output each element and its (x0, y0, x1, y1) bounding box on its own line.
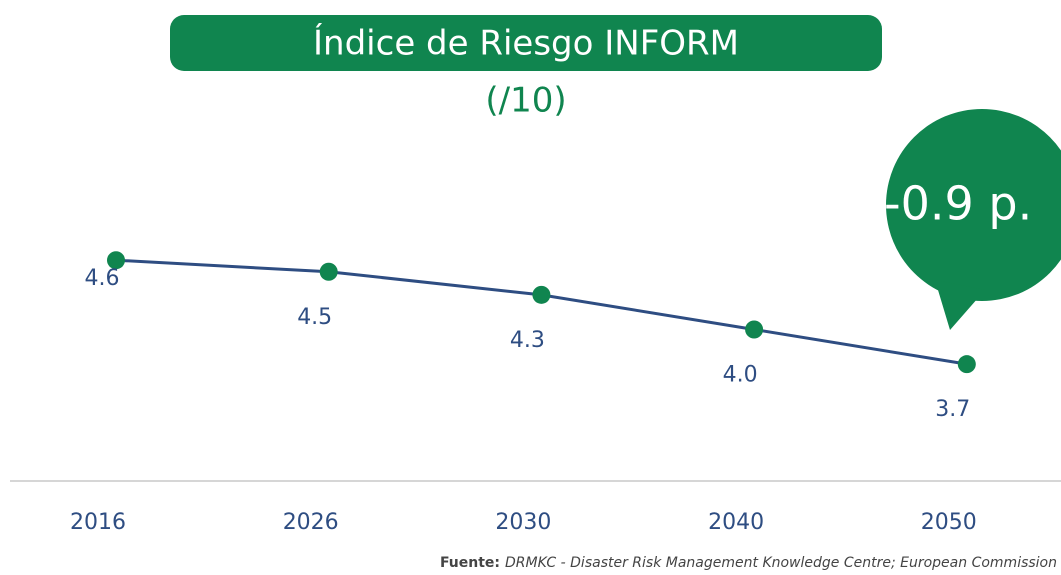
value-label: 4.5 (297, 305, 332, 330)
value-label: 4.3 (510, 328, 545, 353)
source-label: Fuente: (440, 555, 500, 571)
annotation: -0.9 p. (884, 177, 1032, 231)
x-tick-label: 2050 (921, 510, 977, 535)
source: Fuente: DRMKC - Disaster Risk Management … (440, 555, 1057, 571)
title-banner (170, 15, 882, 71)
value-label: 4.0 (723, 363, 758, 388)
point (532, 285, 551, 304)
chart-title: Índice de Riesgo INFORM (313, 23, 739, 64)
x-tick-label: 2030 (495, 510, 551, 535)
chart-subtitle: (/10) (485, 81, 566, 121)
point (745, 320, 764, 339)
source-text: DRMKC - Disaster Risk Management Knowled… (505, 555, 1057, 571)
x-tick-label: 2040 (708, 510, 764, 535)
value-label: 4.6 (85, 266, 120, 291)
x-tick-label: 2026 (283, 510, 339, 535)
bubble-tail (935, 280, 985, 330)
point (957, 355, 976, 374)
x-tick-label: 2016 (70, 510, 126, 535)
value-label: 3.7 (935, 397, 970, 422)
point (319, 262, 338, 281)
annotation-bubble (886, 109, 1061, 301)
point (107, 251, 125, 270)
